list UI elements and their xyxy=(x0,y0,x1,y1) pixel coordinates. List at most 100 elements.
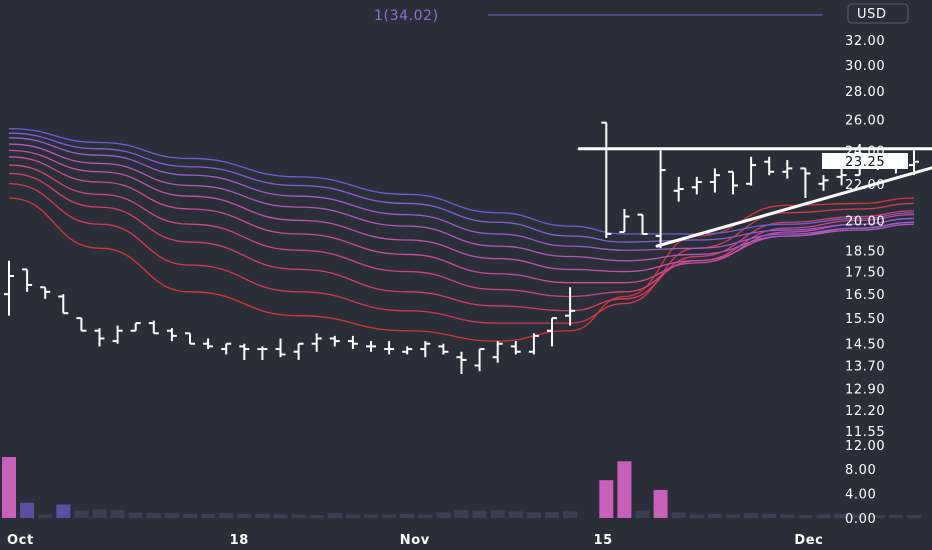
volume-bar xyxy=(237,513,252,518)
last-price-badge-background xyxy=(822,153,908,169)
ohlc-bar xyxy=(438,343,449,355)
volume-bar xyxy=(726,514,740,518)
ohlc-bar xyxy=(4,260,14,316)
ohlc-bar xyxy=(384,341,395,355)
volume-bar xyxy=(146,513,161,518)
volume-bar xyxy=(563,511,578,518)
ohlc-bar xyxy=(818,175,829,191)
y-tick-label: 14.50 xyxy=(845,338,885,353)
y-tick-label: 11.55 xyxy=(845,425,885,440)
moving-average-line xyxy=(8,156,915,284)
ohlc-bar xyxy=(728,170,738,195)
currency-label: USD xyxy=(857,7,887,22)
ohlc-bar xyxy=(221,342,232,355)
ohlc-bar xyxy=(293,342,304,360)
ohlc-bar xyxy=(528,333,539,355)
volume-bar xyxy=(110,510,125,518)
ohlc-bar xyxy=(166,328,177,342)
ohlc-bar xyxy=(329,335,340,347)
ohlc-bar xyxy=(22,268,33,292)
moving-average-line xyxy=(8,127,915,235)
volume-bar xyxy=(870,514,885,518)
y-tick-label: 20.00 xyxy=(845,214,885,229)
ohlc-bar xyxy=(112,325,123,344)
ohlc-bar xyxy=(800,167,811,198)
volume-bar xyxy=(56,504,71,518)
volume-bar xyxy=(345,514,360,518)
x-tick-label: 18 xyxy=(230,533,249,548)
y-tick-label: 12.20 xyxy=(845,404,885,419)
volume-bar xyxy=(599,480,614,518)
moving-average-ribbon xyxy=(8,127,915,342)
y-tick-label: 13.70 xyxy=(845,360,885,375)
y-tick-label: 15.50 xyxy=(845,312,885,327)
ohlc-bar xyxy=(619,208,630,234)
last-price-label: 23.25 xyxy=(845,155,885,170)
support-trendline[interactable] xyxy=(655,160,932,248)
ohlc-bar xyxy=(347,335,358,350)
volume-tick-label: 4.00 xyxy=(845,488,876,503)
x-tick-label: Oct xyxy=(7,533,34,548)
volume-bar xyxy=(255,513,270,518)
volume-bar xyxy=(400,513,415,518)
moving-average-line xyxy=(8,132,915,243)
ohlc-bar xyxy=(130,322,141,332)
volume-tick-label: 8.00 xyxy=(845,463,876,478)
volume-bar xyxy=(38,514,53,518)
volume-bar xyxy=(617,461,632,518)
ohlc-bar xyxy=(637,213,648,236)
ohlc-bar xyxy=(764,156,775,176)
y-tick-label: 22.00 xyxy=(845,178,885,193)
ohlc-bar xyxy=(58,294,69,315)
x-tick-label: Nov xyxy=(400,533,430,548)
volume-bar xyxy=(490,510,505,518)
volume-bar xyxy=(671,512,686,518)
ohlc-bar xyxy=(474,348,485,372)
volume-bar xyxy=(2,457,16,518)
volume-bar xyxy=(20,502,35,518)
ohlc-bar xyxy=(565,287,576,326)
volume-bar xyxy=(816,514,831,518)
volume-axis: 12.00 8.00 4.00 0.00 xyxy=(845,439,885,527)
y-tick-label: 16.50 xyxy=(845,288,885,303)
ohlc-bar xyxy=(40,286,51,299)
ohlc-bar xyxy=(94,328,105,347)
volume-bar xyxy=(273,514,288,518)
ohlc-bar xyxy=(239,343,250,360)
y-tick-label: 28.00 xyxy=(845,85,885,100)
ohlc-bar xyxy=(782,160,793,179)
volume-tick-label: 12.00 xyxy=(845,439,885,454)
volume-bar xyxy=(545,511,559,518)
volume-bar xyxy=(907,514,921,518)
volume-bar xyxy=(798,514,813,518)
x-tick-label: Dec xyxy=(794,533,823,548)
volume-bar xyxy=(418,514,433,518)
ohlc-bar xyxy=(257,346,268,360)
ohlc-bar xyxy=(185,332,195,345)
volume-tick-label: 0.00 xyxy=(845,512,876,527)
y-tick-label: 32.00 xyxy=(845,34,885,49)
volume-bar xyxy=(508,511,523,518)
y-tick-label: 17.50 xyxy=(845,266,885,281)
ohlc-bar xyxy=(275,338,286,358)
volume-bar xyxy=(164,513,179,518)
volume-bar xyxy=(852,514,867,518)
volume-bar xyxy=(689,514,704,518)
last-price-badge: 23.25 xyxy=(822,153,908,170)
volume-bar xyxy=(635,510,650,518)
ohlc-bar xyxy=(547,317,557,347)
ohlc-bar xyxy=(402,346,413,355)
moving-average-line xyxy=(8,137,915,251)
x-axis: Oct 18 Nov 15 Dec xyxy=(7,533,823,548)
volume-bars xyxy=(2,457,921,518)
ohlc-bar xyxy=(366,341,376,352)
ohlc-bar xyxy=(76,317,87,332)
currency-badge[interactable]: USD xyxy=(847,3,909,24)
volume-bar xyxy=(653,489,668,518)
ohlc-bar xyxy=(655,150,666,249)
y-tick-label: 12.90 xyxy=(845,383,885,398)
volume-bar xyxy=(327,513,342,518)
volume-bar xyxy=(201,513,216,518)
